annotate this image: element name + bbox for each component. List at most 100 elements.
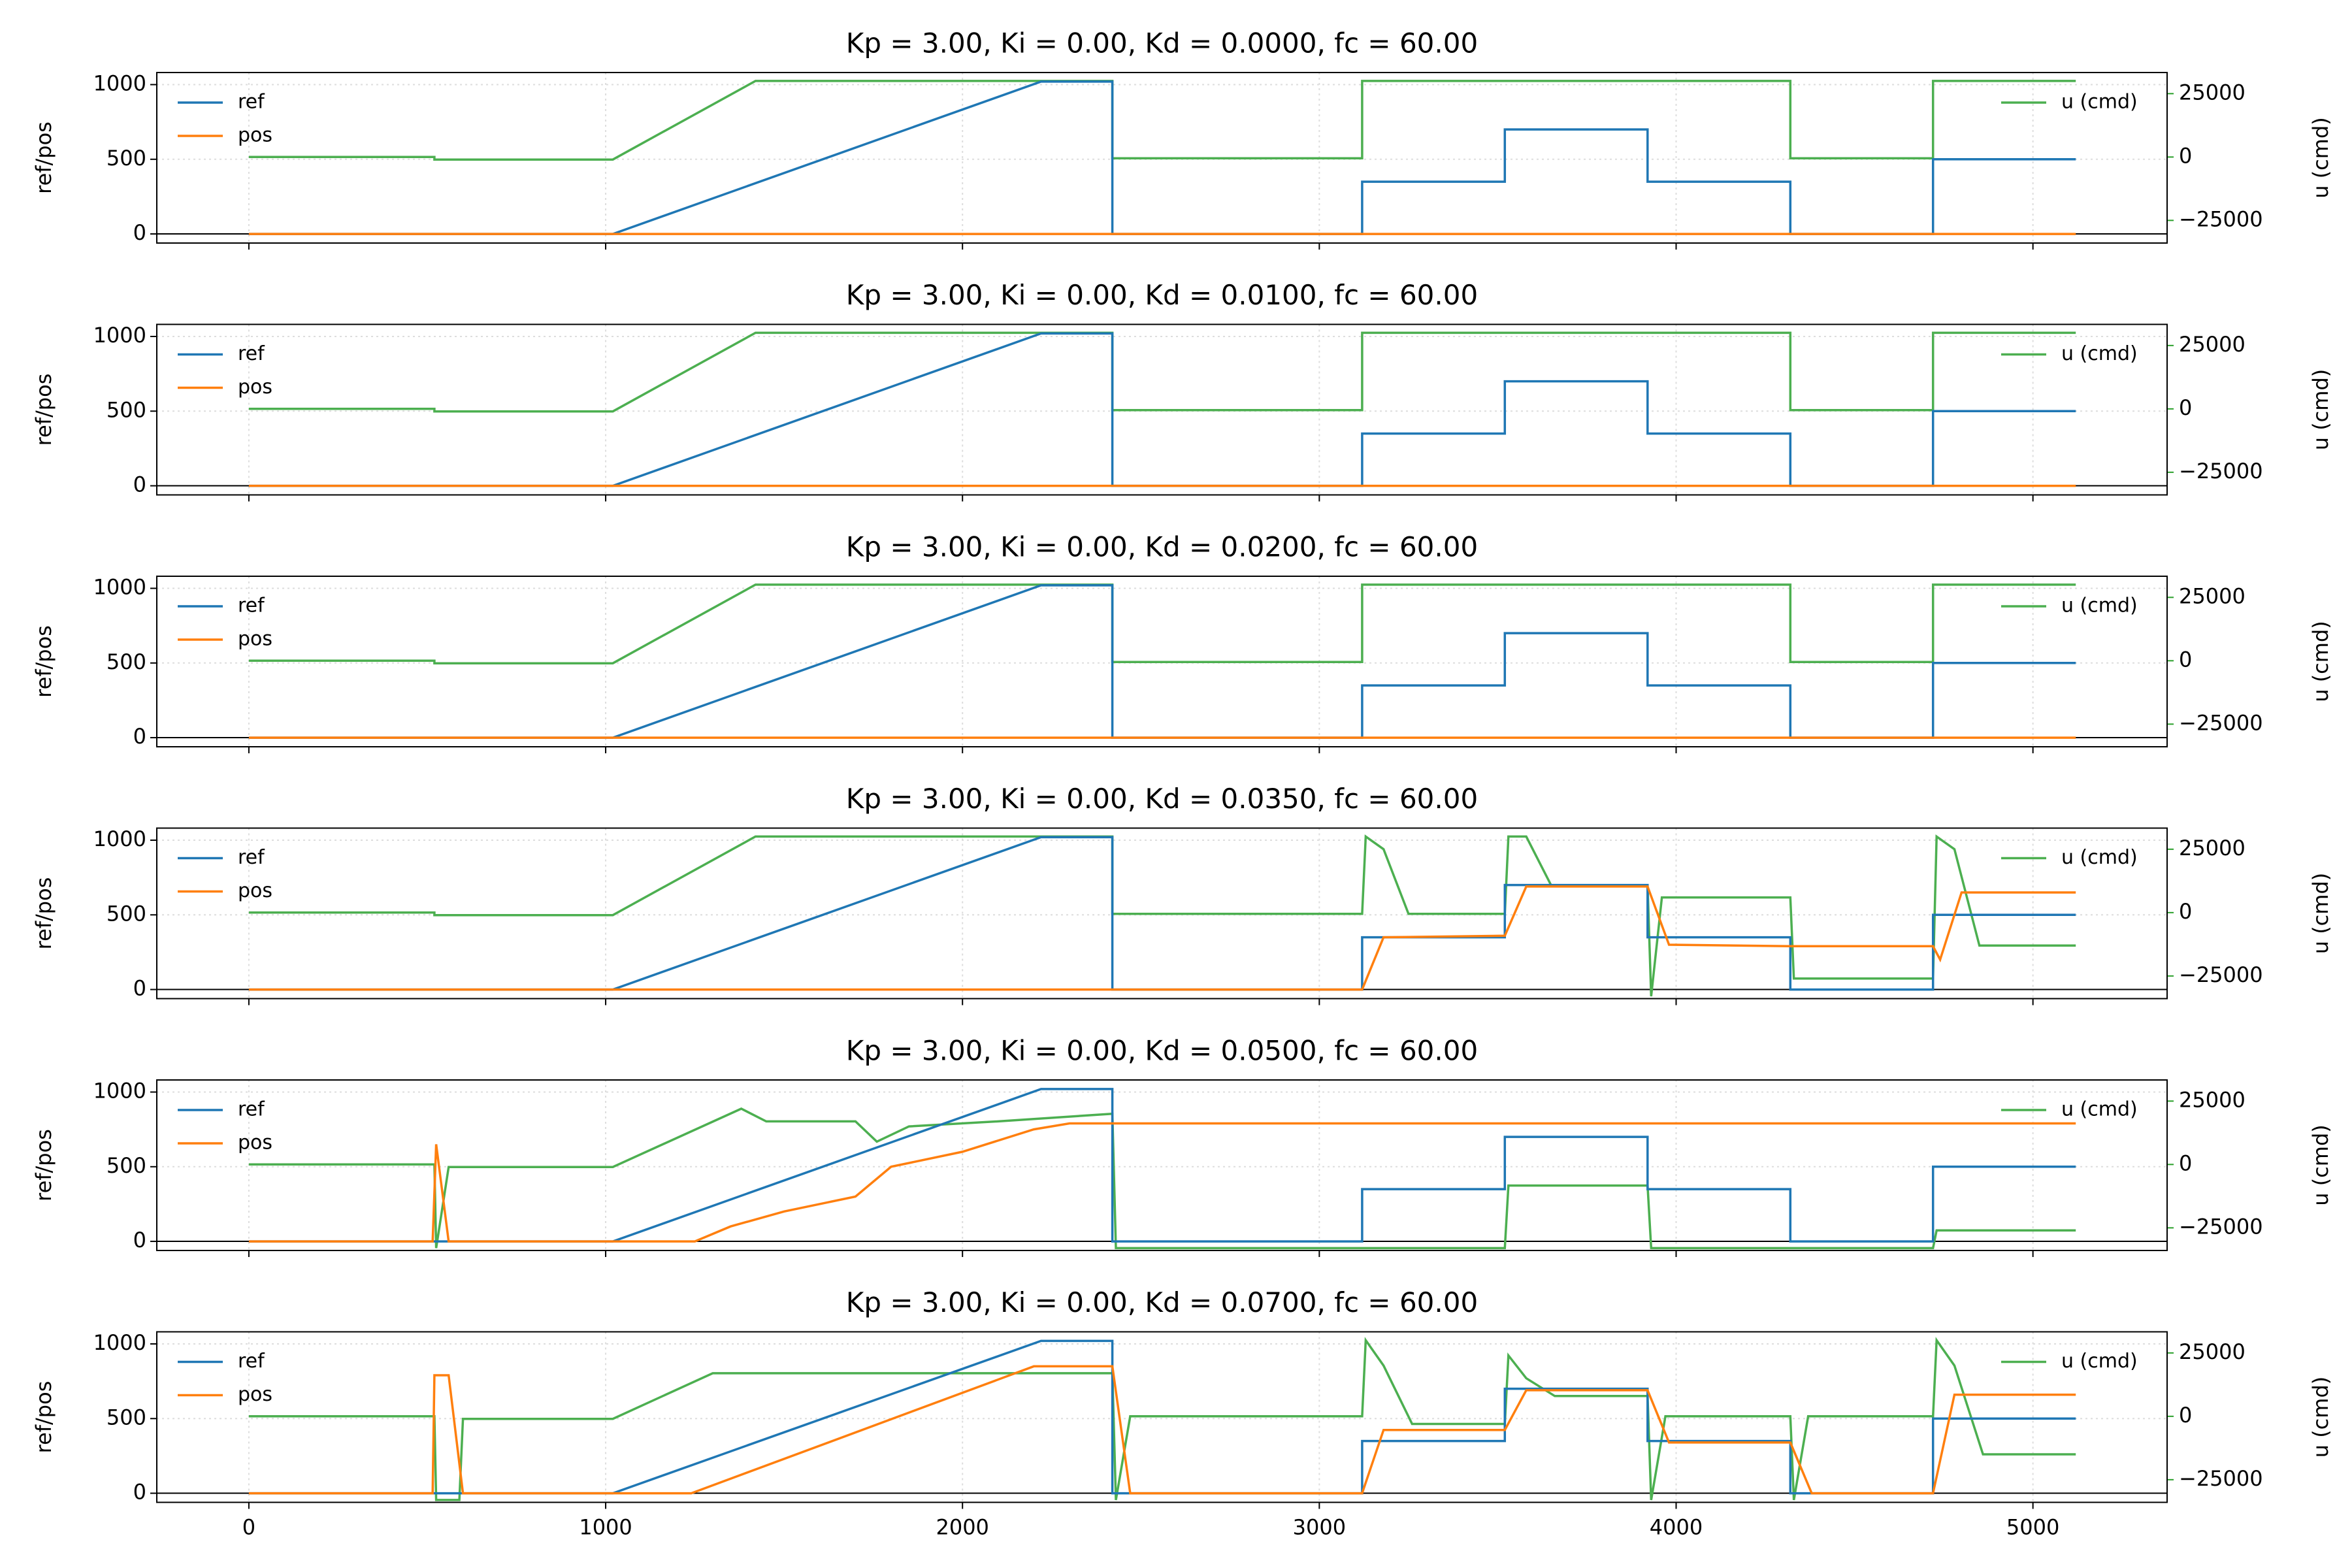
y2-tick-label: −25000: [2179, 1214, 2263, 1239]
subplot: Kp = 3.00, Ki = 0.00, Kd = 0.0200, fc = …: [31, 531, 2333, 753]
y-tick-label: 0: [133, 1228, 146, 1252]
y2-axis-label: u (cmd): [2308, 369, 2333, 451]
y2-tick-label: 0: [2179, 1151, 2192, 1175]
subplot: Kp = 3.00, Ki = 0.00, Kd = 0.0700, fc = …: [31, 1286, 2333, 1540]
legend-label: ref: [238, 846, 265, 869]
y2-tick-label: −25000: [2179, 962, 2263, 987]
legend-label: u (cmd): [2061, 91, 2138, 114]
legend-label: ref: [238, 595, 265, 617]
y-tick-label: 500: [106, 146, 146, 171]
y-tick-label: 500: [106, 1405, 146, 1429]
y-tick-label: 1000: [93, 323, 146, 348]
y2-tick-label: −25000: [2179, 1466, 2263, 1491]
y2-tick-label: 25000: [2179, 836, 2246, 860]
y-tick-label: 0: [133, 472, 146, 497]
y2-tick-label: 0: [2179, 1403, 2192, 1428]
x-tick-label: 4000: [1650, 1515, 1703, 1540]
axes-frame: [156, 72, 2168, 244]
y2-tick-label: 25000: [2179, 583, 2246, 608]
legend-label: pos: [238, 628, 272, 651]
legend-label: u (cmd): [2061, 595, 2138, 617]
series-line: [248, 885, 2076, 991]
series-line: [248, 1122, 2076, 1243]
y2-tick-label: 0: [2179, 647, 2192, 672]
y2-axis-label: u (cmd): [2308, 117, 2333, 199]
y-tick-label: 500: [106, 1153, 146, 1178]
legend-label: pos: [238, 376, 272, 399]
y2-tick-label: −25000: [2179, 459, 2263, 483]
axes-frame: [156, 576, 2168, 747]
y-axis-label: ref/pos: [31, 1129, 56, 1201]
legend-label: ref: [238, 342, 265, 365]
series-line: [248, 80, 2076, 161]
legend-label: ref: [238, 1098, 265, 1121]
y2-tick-label: 25000: [2179, 1339, 2246, 1364]
subplot: Kp = 3.00, Ki = 0.00, Kd = 0.0500, fc = …: [31, 1035, 2333, 1257]
y2-axis-label: u (cmd): [2308, 621, 2333, 702]
subplot: Kp = 3.00, Ki = 0.00, Kd = 0.0350, fc = …: [31, 783, 2333, 1005]
y-axis-label: ref/pos: [31, 1381, 56, 1454]
legend-label: u (cmd): [2061, 846, 2138, 869]
y2-tick-label: −25000: [2179, 710, 2263, 735]
y2-tick-label: 0: [2179, 143, 2192, 168]
y2-tick-label: −25000: [2179, 206, 2263, 231]
axes-frame: [156, 323, 2168, 496]
y-tick-label: 500: [106, 901, 146, 926]
subplot: Kp = 3.00, Ki = 0.00, Kd = 0.0000, fc = …: [31, 27, 2333, 250]
y-axis-label: ref/pos: [31, 877, 56, 950]
y-axis-label: ref/pos: [31, 374, 56, 446]
y-tick-label: 0: [133, 724, 146, 749]
legend-label: ref: [238, 1350, 265, 1373]
y2-axis-label: u (cmd): [2308, 1124, 2333, 1206]
subplot-title: Kp = 3.00, Ki = 0.00, Kd = 0.0700, fc = …: [846, 1286, 1478, 1318]
series-line: [248, 331, 2076, 413]
series-line: [248, 834, 2076, 997]
legend-label: u (cmd): [2061, 342, 2138, 365]
series-line: [248, 583, 2076, 664]
subplot-title: Kp = 3.00, Ki = 0.00, Kd = 0.0500, fc = …: [846, 1035, 1478, 1067]
series-line: [248, 1365, 2076, 1495]
legend-label: u (cmd): [2061, 1098, 2138, 1121]
series-line: [248, 1337, 2076, 1501]
y2-tick-label: 0: [2179, 899, 2192, 924]
y-tick-label: 0: [133, 1480, 146, 1505]
legend-label: pos: [238, 124, 272, 147]
y-axis-label: ref/pos: [31, 625, 56, 698]
y-tick-label: 1000: [93, 1330, 146, 1355]
legend-label: pos: [238, 879, 272, 902]
axes-frame: [156, 1331, 2168, 1503]
y-tick-label: 1000: [93, 71, 146, 96]
series-line: [248, 836, 2076, 991]
y2-tick-label: 25000: [2179, 332, 2246, 357]
y-tick-label: 1000: [93, 826, 146, 851]
y2-tick-label: 25000: [2179, 80, 2246, 105]
y-tick-label: 1000: [93, 575, 146, 600]
y-axis-label: ref/pos: [31, 122, 56, 194]
subplot-title: Kp = 3.00, Ki = 0.00, Kd = 0.0000, fc = …: [846, 27, 1478, 59]
subplot-title: Kp = 3.00, Ki = 0.00, Kd = 0.0350, fc = …: [846, 783, 1478, 815]
y-tick-label: 1000: [93, 1079, 146, 1103]
y2-axis-label: u (cmd): [2308, 873, 2333, 955]
y2-tick-label: 0: [2179, 395, 2192, 420]
subplot-title: Kp = 3.00, Ki = 0.00, Kd = 0.0100, fc = …: [846, 279, 1478, 311]
series-line: [248, 1107, 2076, 1250]
legend-label: pos: [238, 1132, 272, 1154]
y-tick-label: 500: [106, 649, 146, 674]
legend-label: ref: [238, 91, 265, 114]
x-tick-label: 3000: [1293, 1515, 1346, 1540]
y-tick-label: 500: [106, 397, 146, 422]
x-tick-label: 0: [242, 1515, 255, 1540]
x-tick-label: 5000: [2006, 1515, 2059, 1540]
y-tick-label: 0: [133, 220, 146, 245]
y2-axis-label: u (cmd): [2308, 1377, 2333, 1458]
y2-tick-label: 25000: [2179, 1087, 2246, 1112]
subplot-title: Kp = 3.00, Ki = 0.00, Kd = 0.0200, fc = …: [846, 531, 1478, 563]
subplot: Kp = 3.00, Ki = 0.00, Kd = 0.0100, fc = …: [31, 279, 2333, 502]
axes-frame: [156, 827, 2168, 1000]
x-tick-label: 1000: [579, 1515, 632, 1540]
legend-label: pos: [238, 1383, 272, 1406]
x-tick-label: 2000: [936, 1515, 988, 1540]
legend-label: u (cmd): [2061, 1350, 2138, 1373]
series-line: [248, 1088, 2076, 1243]
